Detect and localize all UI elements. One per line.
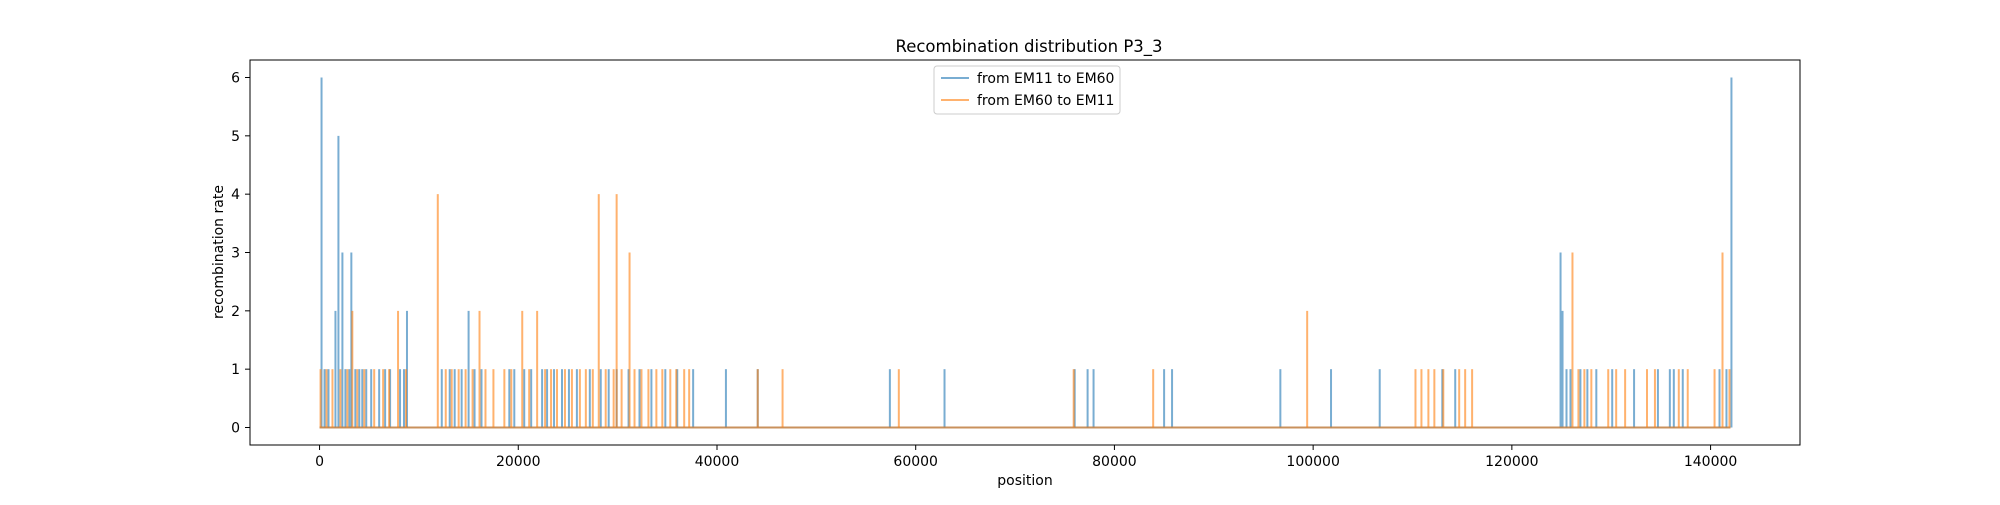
x-tick-label: 40000 <box>695 454 740 470</box>
x-tick-label: 20000 <box>496 454 541 470</box>
y-axis: 0 1 2 3 4 5 6 <box>231 71 250 437</box>
legend: from EM11 to EM60 from EM60 to EM11 <box>933 65 1121 115</box>
chart-title: Recombination distribution P3_3 <box>895 37 1162 57</box>
x-tick-label: 80000 <box>1092 454 1137 470</box>
y-axis-label: recombination rate <box>211 185 227 319</box>
y-tick-label: 4 <box>231 187 240 203</box>
x-tick-label: 140000 <box>1684 454 1737 470</box>
y-tick-label: 6 <box>231 71 240 87</box>
x-tick-label: 60000 <box>893 454 938 470</box>
x-tick-label: 0 <box>315 454 324 470</box>
series-from-em11-to-em60 <box>319 77 1733 429</box>
x-tick-label: 100000 <box>1286 454 1339 470</box>
y-tick-label: 1 <box>231 362 240 378</box>
y-tick-label: 2 <box>231 304 240 320</box>
y-tick-label: 5 <box>231 129 240 145</box>
legend-box <box>933 65 1121 115</box>
legend-label-em60-to-em11: from EM60 to EM11 <box>977 93 1114 109</box>
x-tick-label: 120000 <box>1485 454 1538 470</box>
legend-label-em11-to-em60: from EM11 to EM60 <box>977 71 1114 87</box>
y-tick-label: 0 <box>231 421 240 437</box>
series-layer <box>319 77 1733 429</box>
x-axis-label: position <box>997 473 1052 489</box>
x-axis: 0 20000 40000 60000 80000 100000 120000 140000 <box>315 445 1737 470</box>
y-tick-label: 3 <box>231 246 240 262</box>
series-from-em60-to-em11 <box>319 194 1731 429</box>
